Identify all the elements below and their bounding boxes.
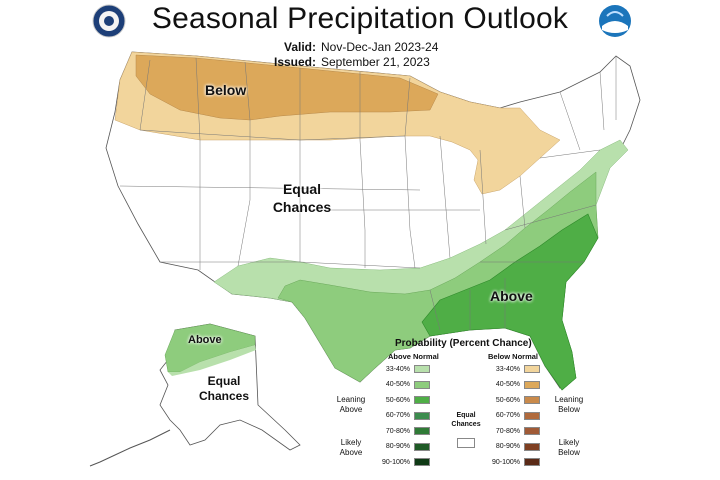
label-below: Below [205,82,247,98]
aleutian-islands [89,429,171,467]
legend-above-row: 70-80% [378,426,430,436]
label-ak-equal-chances: Equal Chances [198,374,250,403]
legend-below-row: 70-80% [488,426,540,436]
legend-above-label: 60-70% [385,412,410,419]
legend-below-label: 90-100% [491,458,520,466]
probability-legend: Probability (Percent Chance) Above Norma… [330,338,583,480]
legend-above-row: 50-60% [378,395,430,405]
doc-seal-icon [92,4,126,38]
valid-value: Nov-Dec-Jan 2023-24 [321,40,439,54]
legend-title: Probability (Percent Chance) [395,338,532,349]
legend-above-header: Above Normal [388,352,439,361]
alaska-lean-above [168,345,256,376]
legend-below-label: 80-90% [495,443,520,450]
label-ak-above: Above [188,334,222,346]
page-title: Seasonal Precipitation Outlook [151,2,569,35]
legend-below-header: Below Normal [488,352,539,361]
legend-below-row: 50-60% [488,395,540,405]
legend-above-swatch [414,411,430,420]
legend-below-row: 80-90% [488,442,540,452]
legend-below-row: 33-40% [488,364,540,374]
legend-below-row: 60-70% [488,411,540,421]
legend-below-swatch [524,458,540,466]
valid-label: Valid: [283,40,316,54]
legend-above-swatch [414,396,430,404]
legend-above-swatch [414,427,430,435]
label-equal-chances: Equal Chances [272,181,332,215]
legend-above-row: 80-90% [378,442,430,452]
legend-below-label: 40-50% [495,381,520,388]
legend-above-label: 90-100% [381,458,410,466]
legend-leaning-below: Leaning Below [554,395,584,414]
below-40-50-region [135,54,439,121]
legend-above-swatch [414,380,430,389]
noaa-logo-icon [599,5,631,37]
legend-above-row: 90-100% [378,457,430,467]
legend-below-label: 33-40% [495,365,520,373]
legend-below-label: 50-60% [495,396,520,404]
issued-value: September 21, 2023 [321,55,430,69]
legend-above-label: 40-50% [385,381,410,388]
legend-below-swatch [524,427,540,435]
legend-leaning-above: Leaning Above [336,395,366,414]
legend-likely-below: Likely Below [558,438,580,457]
legend-above-swatch [414,458,430,466]
legend-above-label: 50-60% [385,396,410,404]
legend-below-label: 60-70% [495,412,520,419]
legend-equal-chances: Equal Chances [451,412,481,428]
legend-below-label: 70-80% [495,427,520,435]
legend-below-swatch [524,411,540,420]
legend-equal-swatch [457,438,475,448]
legend-above-swatch [414,442,430,451]
legend-likely-above: Likely Above [339,438,363,457]
issued-label: Issued: [273,55,316,69]
state-boundaries [119,56,617,331]
legend-above-row: 60-70% [378,411,430,421]
legend-below-swatch [524,365,540,373]
legend-above-label: 80-90% [385,443,410,450]
legend-below-swatch [524,380,540,389]
legend-above-label: 70-80% [385,427,410,435]
legend-below-swatch [524,396,540,404]
legend-below-swatch [524,442,540,451]
legend-below-row: 40-50% [488,380,540,390]
outlook-meta: Valid: Nov-Dec-Jan 2023-24 Issued: Septemb… [268,40,438,70]
legend-below-row: 90-100% [488,457,540,467]
label-above: Above [490,288,533,304]
legend-above-label: 33-40% [385,365,410,373]
legend-above-swatch [414,365,430,373]
legend-above-row: 33-40% [378,364,430,374]
legend-above-row: 40-50% [378,380,430,390]
